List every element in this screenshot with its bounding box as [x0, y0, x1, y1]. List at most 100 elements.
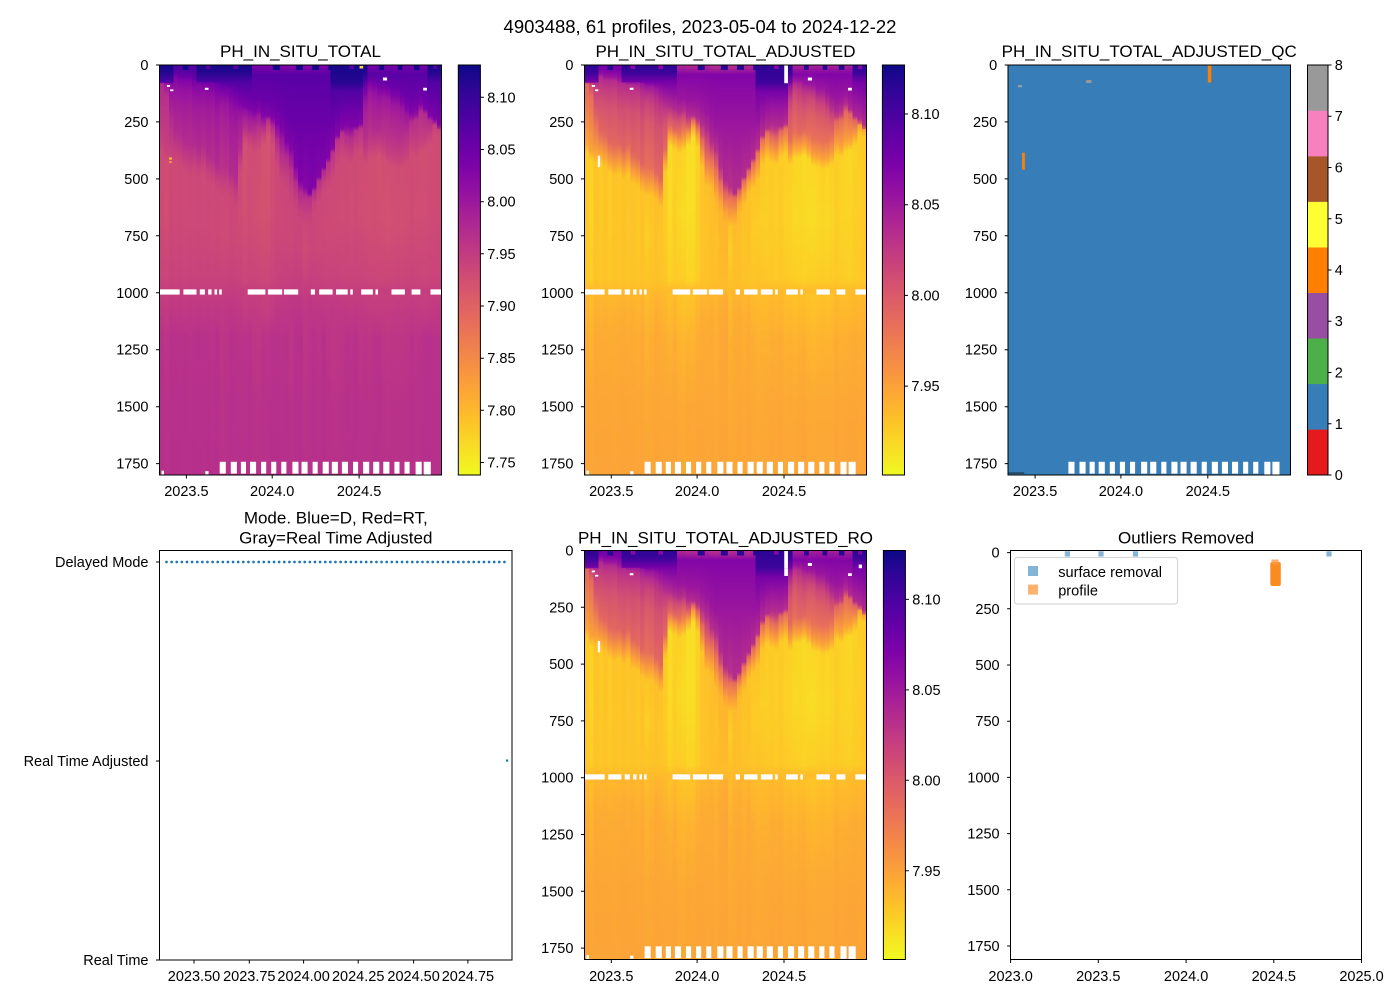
- svg-text:2024.5: 2024.5: [762, 969, 806, 985]
- svg-text:500: 500: [549, 172, 573, 188]
- svg-text:8.05: 8.05: [911, 198, 939, 214]
- svg-text:6: 6: [1335, 161, 1343, 177]
- svg-text:1250: 1250: [541, 828, 573, 844]
- svg-text:0: 0: [1335, 468, 1343, 484]
- svg-text:8.10: 8.10: [912, 592, 940, 608]
- svg-text:8.05: 8.05: [487, 143, 515, 159]
- svg-text:7: 7: [1335, 109, 1343, 125]
- svg-text:profile: profile: [1058, 584, 1098, 600]
- svg-text:1500: 1500: [116, 400, 148, 416]
- svg-text:1750: 1750: [541, 457, 573, 473]
- svg-text:1: 1: [1335, 417, 1343, 433]
- svg-text:surface removal: surface removal: [1058, 565, 1162, 581]
- svg-text:4903488, 61 profiles, 2023-05-: 4903488, 61 profiles, 2023-05-04 to 2024…: [504, 16, 897, 37]
- svg-text:1000: 1000: [116, 286, 148, 302]
- svg-text:7.75: 7.75: [487, 456, 515, 472]
- svg-text:Mode. Blue=D, Red=RT,: Mode. Blue=D, Red=RT,: [244, 509, 428, 528]
- svg-text:7.95: 7.95: [487, 247, 515, 263]
- svg-text:1500: 1500: [967, 883, 999, 899]
- svg-text:500: 500: [549, 657, 573, 673]
- svg-text:250: 250: [549, 115, 573, 131]
- svg-text:1000: 1000: [965, 286, 997, 302]
- svg-text:2025.0: 2025.0: [1339, 969, 1383, 985]
- svg-text:2024.5: 2024.5: [337, 484, 381, 500]
- svg-text:0: 0: [992, 546, 1000, 562]
- svg-text:5: 5: [1335, 212, 1343, 228]
- svg-text:8.10: 8.10: [911, 107, 939, 123]
- svg-text:2023.5: 2023.5: [589, 484, 633, 500]
- svg-text:2023.5: 2023.5: [589, 969, 633, 985]
- svg-text:250: 250: [975, 602, 999, 618]
- svg-text:750: 750: [973, 229, 997, 245]
- svg-text:2024.50: 2024.50: [387, 969, 439, 985]
- svg-text:2024.75: 2024.75: [442, 969, 494, 985]
- svg-text:7.90: 7.90: [487, 299, 515, 315]
- svg-text:PH_IN_SITU_TOTAL_ADJUSTED: PH_IN_SITU_TOTAL_ADJUSTED: [595, 42, 855, 61]
- svg-text:2024.0: 2024.0: [675, 484, 719, 500]
- svg-text:1500: 1500: [541, 400, 573, 416]
- svg-text:1250: 1250: [541, 343, 573, 359]
- svg-text:4: 4: [1335, 263, 1343, 279]
- svg-text:500: 500: [975, 658, 999, 674]
- svg-text:2024.25: 2024.25: [332, 969, 384, 985]
- svg-text:2023.0: 2023.0: [988, 969, 1032, 985]
- svg-text:8.10: 8.10: [487, 90, 515, 106]
- svg-text:2023.75: 2023.75: [223, 969, 275, 985]
- svg-text:2023.5: 2023.5: [1013, 484, 1057, 500]
- svg-text:0: 0: [565, 58, 573, 74]
- svg-text:8.00: 8.00: [912, 773, 940, 789]
- svg-text:1000: 1000: [541, 286, 573, 302]
- svg-text:Outliers Removed: Outliers Removed: [1118, 529, 1254, 548]
- svg-text:1000: 1000: [541, 771, 573, 787]
- svg-text:750: 750: [975, 714, 999, 730]
- svg-text:250: 250: [973, 115, 997, 131]
- svg-text:0: 0: [565, 544, 573, 560]
- svg-text:Delayed Mode: Delayed Mode: [55, 555, 149, 571]
- svg-text:PH_IN_SITU_TOTAL_ADJUSTED_QC: PH_IN_SITU_TOTAL_ADJUSTED_QC: [1002, 42, 1297, 61]
- svg-text:8.00: 8.00: [911, 288, 939, 304]
- svg-text:1250: 1250: [965, 343, 997, 359]
- svg-text:2024.5: 2024.5: [762, 484, 806, 500]
- svg-text:PH_IN_SITU_TOTAL: PH_IN_SITU_TOTAL: [220, 42, 381, 61]
- svg-text:1250: 1250: [967, 827, 999, 843]
- svg-text:8: 8: [1335, 58, 1343, 74]
- svg-text:0: 0: [140, 58, 148, 74]
- svg-text:250: 250: [124, 115, 148, 131]
- svg-text:2024.0: 2024.0: [250, 484, 294, 500]
- svg-text:PH_IN_SITU_TOTAL_ADJUSTED_RO: PH_IN_SITU_TOTAL_ADJUSTED_RO: [578, 529, 873, 548]
- svg-text:1750: 1750: [541, 941, 573, 957]
- svg-text:7.95: 7.95: [911, 379, 939, 395]
- svg-text:2024.00: 2024.00: [277, 969, 329, 985]
- svg-text:3: 3: [1335, 314, 1343, 330]
- svg-text:7.80: 7.80: [487, 403, 515, 419]
- svg-text:1750: 1750: [967, 939, 999, 955]
- svg-text:2024.0: 2024.0: [675, 969, 719, 985]
- svg-text:2024.0: 2024.0: [1164, 969, 1208, 985]
- svg-text:1500: 1500: [965, 400, 997, 416]
- svg-text:2023.50: 2023.50: [168, 969, 220, 985]
- svg-text:1500: 1500: [541, 884, 573, 900]
- svg-text:2023.5: 2023.5: [1076, 969, 1120, 985]
- svg-text:0: 0: [989, 58, 997, 74]
- svg-text:2024.5: 2024.5: [1252, 969, 1296, 985]
- svg-text:1750: 1750: [116, 457, 148, 473]
- svg-text:Gray=Real Time Adjusted: Gray=Real Time Adjusted: [239, 529, 432, 548]
- svg-text:750: 750: [549, 714, 573, 730]
- svg-text:1750: 1750: [965, 457, 997, 473]
- svg-text:2024.5: 2024.5: [1186, 484, 1230, 500]
- svg-text:Real Time: Real Time: [83, 953, 148, 969]
- svg-text:1250: 1250: [116, 343, 148, 359]
- svg-text:1000: 1000: [967, 770, 999, 786]
- svg-text:500: 500: [124, 172, 148, 188]
- svg-text:250: 250: [549, 600, 573, 616]
- svg-text:7.95: 7.95: [912, 864, 940, 880]
- svg-text:750: 750: [549, 229, 573, 245]
- svg-text:7.85: 7.85: [487, 351, 515, 367]
- svg-text:8.00: 8.00: [487, 195, 515, 211]
- svg-text:500: 500: [973, 172, 997, 188]
- svg-text:2024.0: 2024.0: [1099, 484, 1143, 500]
- svg-text:750: 750: [124, 229, 148, 245]
- svg-text:2023.5: 2023.5: [164, 484, 208, 500]
- svg-text:8.05: 8.05: [912, 683, 940, 699]
- svg-text:2: 2: [1335, 366, 1343, 382]
